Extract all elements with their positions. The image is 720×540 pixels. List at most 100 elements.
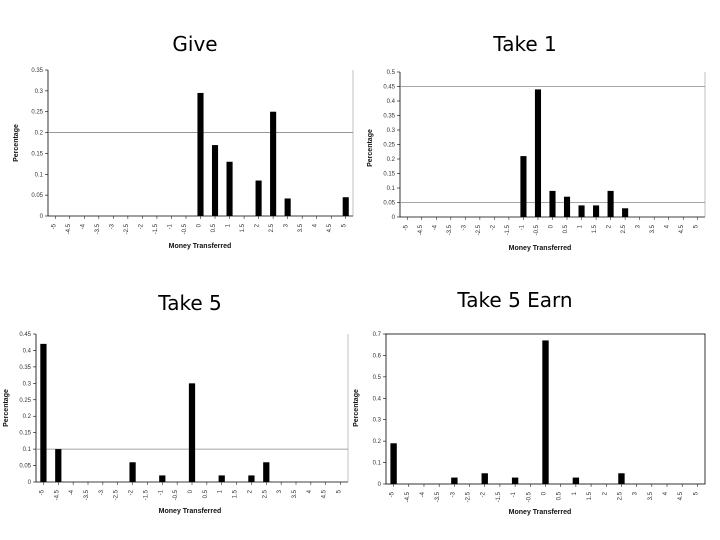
x-axis-label: Money Transferred (509, 509, 572, 516)
bar (342, 197, 349, 216)
x-tick-label: -2 (138, 223, 144, 229)
x-tick-label: 0 (542, 491, 548, 495)
x-tick-label: -1 (167, 223, 173, 229)
y-tick-label: 0.4 (23, 348, 32, 354)
x-tick-label: -1 (158, 489, 164, 495)
y-tick-label: 0.45 (383, 85, 395, 91)
bar (197, 92, 204, 216)
y-tick-label: 0.15 (383, 172, 395, 178)
x-tick-label: 5 (342, 223, 348, 227)
x-tick-label: 0 (549, 224, 555, 228)
x-tick-label: 1.5 (240, 223, 246, 232)
bar (284, 198, 291, 216)
bar (211, 145, 219, 216)
x-tick-label: 2 (602, 491, 608, 495)
x-tick-label: -4.5 (54, 489, 60, 500)
y-tick-label: 0.05 (383, 201, 395, 207)
x-tick-label: 1 (578, 224, 584, 228)
x-tick-label: 2.5 (621, 224, 627, 233)
x-tick-label: -4.5 (66, 223, 72, 234)
y-axis-label: Percentage (367, 129, 374, 167)
bar (549, 190, 556, 217)
bar (40, 343, 47, 482)
bar (263, 462, 270, 482)
x-tick-label: -2.5 (114, 489, 120, 500)
x-tick-label: -4 (420, 491, 426, 497)
x-tick-label: 2.5 (262, 489, 268, 498)
chart-title-take-5: Take 5 (158, 291, 222, 315)
bar (129, 462, 136, 482)
y-axis-label: Percentage (13, 124, 20, 162)
bar (572, 477, 580, 484)
x-tick-label: 1.5 (233, 489, 239, 498)
y-tick-label: 0.7 (373, 332, 382, 338)
bar (534, 89, 542, 217)
y-tick-label: 0.3 (387, 128, 396, 134)
y-tick-label: 0.1 (23, 447, 32, 453)
x-tick-label: -0.5 (534, 224, 540, 235)
x-tick-label: 1 (226, 223, 232, 227)
x-tick-label: -1 (519, 224, 525, 230)
y-tick-label: 0.3 (35, 89, 44, 95)
x-tick-label: 3.5 (292, 489, 298, 498)
x-tick-label: -3.5 (84, 489, 90, 500)
x-tick-label: 5 (694, 224, 700, 228)
x-tick-label: 4.5 (679, 224, 685, 233)
x-tick-label: -3 (109, 223, 115, 229)
x-tick-label: -2 (129, 489, 135, 495)
x-tick-label: -0.5 (182, 223, 188, 234)
y-tick-label: 0.5 (373, 375, 382, 381)
x-tick-label: 2 (607, 224, 613, 228)
chart-title-take-5-earn: Take 5 Earn (457, 288, 573, 312)
x-tick-label: -3 (450, 491, 456, 497)
bar (390, 443, 397, 484)
x-tick-label: 3.5 (298, 223, 304, 232)
x-tick-label: -1.5 (505, 224, 511, 235)
x-tick-label: -5 (51, 223, 57, 229)
bar (451, 477, 458, 484)
x-tick-label: -1.5 (153, 223, 159, 234)
y-tick-label: 0.5 (387, 70, 396, 76)
x-tick-label: 4.5 (678, 491, 684, 500)
x-tick-label: 5 (693, 491, 699, 495)
y-tick-label: 0.35 (31, 68, 43, 74)
bar (520, 156, 527, 217)
x-tick-label: 0.5 (203, 489, 209, 498)
y-tick-label: 0 (378, 482, 382, 488)
y-tick-label: 0.2 (23, 414, 32, 420)
x-tick-label: -2 (490, 224, 496, 230)
x-tick-label: 1 (572, 491, 578, 495)
y-tick-label: 0 (40, 214, 44, 220)
bar (622, 208, 629, 217)
y-axis-label: Percentage (353, 389, 360, 427)
y-tick-label: 0.6 (373, 353, 382, 359)
bar (578, 205, 585, 217)
x-tick-label: 1.5 (592, 224, 598, 233)
y-tick-label: 0.2 (387, 157, 396, 163)
x-tick-label: 2 (247, 489, 253, 493)
bar (159, 475, 166, 482)
y-tick-label: 0.35 (383, 114, 395, 120)
x-tick-label: 4 (307, 489, 313, 493)
bar (511, 477, 519, 484)
y-tick-label: 0.3 (23, 381, 32, 387)
x-tick-label: 4 (665, 224, 671, 228)
bar (218, 475, 225, 482)
x-tick-label: 4 (313, 223, 319, 227)
bar (542, 340, 549, 484)
x-tick-label: 3 (633, 491, 639, 495)
x-axis-label: Money Transferred (159, 508, 222, 515)
x-tick-label: 2.5 (269, 223, 275, 232)
x-axis-label: Money Transferred (509, 245, 572, 252)
bar (607, 190, 614, 217)
x-tick-label: -4 (80, 223, 86, 229)
bar (248, 475, 255, 482)
x-tick-label: 4 (663, 491, 669, 495)
x-tick-label: 2 (255, 223, 261, 227)
y-tick-label: 0.15 (31, 151, 43, 157)
y-tick-label: 0.25 (383, 143, 395, 149)
x-tick-label: 3.5 (648, 491, 654, 500)
y-tick-label: 0.35 (19, 365, 31, 371)
y-tick-label: 0.4 (387, 99, 396, 105)
